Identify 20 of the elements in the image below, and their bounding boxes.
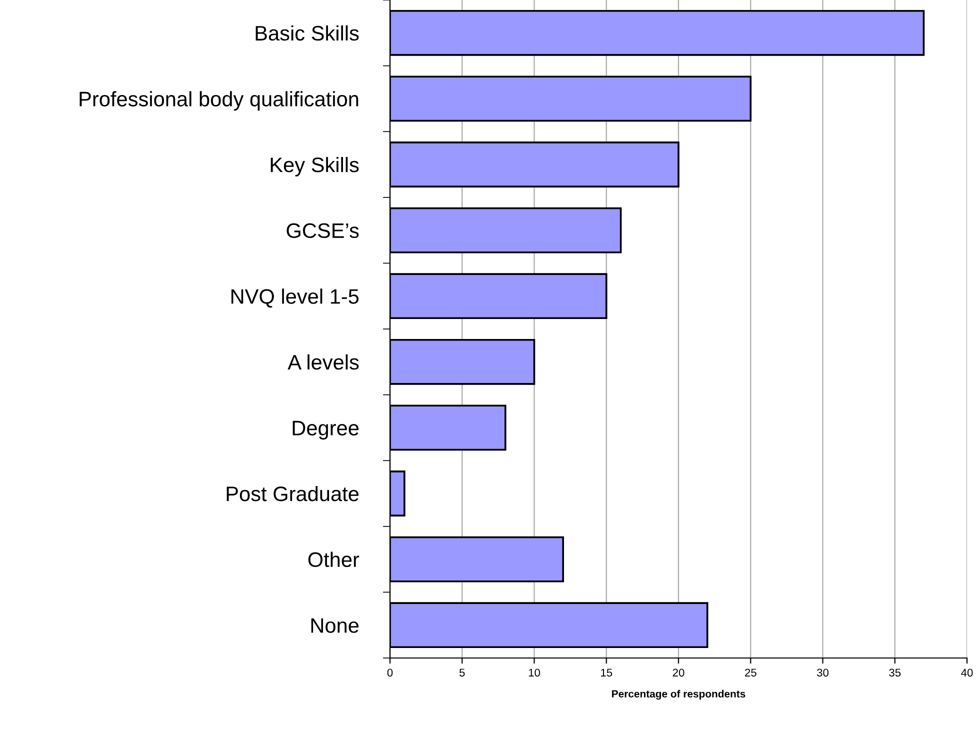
y-tick-label: Key Skills — [270, 156, 359, 176]
y-tick-label: NVQ level 1-5 — [231, 288, 359, 308]
y-tick-label: Degree — [292, 420, 359, 440]
y-tick-label: None — [311, 618, 359, 633]
y-tick-label: Professional body qualification — [80, 91, 358, 111]
x-tick-label: 30 — [816, 668, 828, 677]
x-tick-label: 25 — [745, 668, 756, 677]
y-tick-label: Post Graduate — [226, 486, 359, 502]
x-tick-label: 40 — [961, 668, 973, 677]
y-tick-label: GCSE’s — [286, 223, 359, 238]
x-tick-label: 10 — [528, 668, 540, 677]
x-axis-title: Percentage of respondents — [612, 690, 746, 700]
y-tick-label: Basic Skills — [256, 25, 359, 41]
x-tick-label: 20 — [672, 668, 684, 677]
x-tick-label: 35 — [889, 668, 901, 677]
x-tick-label: 5 — [459, 668, 465, 677]
y-tick-label: A levels — [288, 354, 359, 370]
x-tick-label: 0 — [387, 668, 393, 677]
y-tick-label: Other — [308, 552, 360, 568]
x-tick-label: 15 — [601, 668, 612, 677]
